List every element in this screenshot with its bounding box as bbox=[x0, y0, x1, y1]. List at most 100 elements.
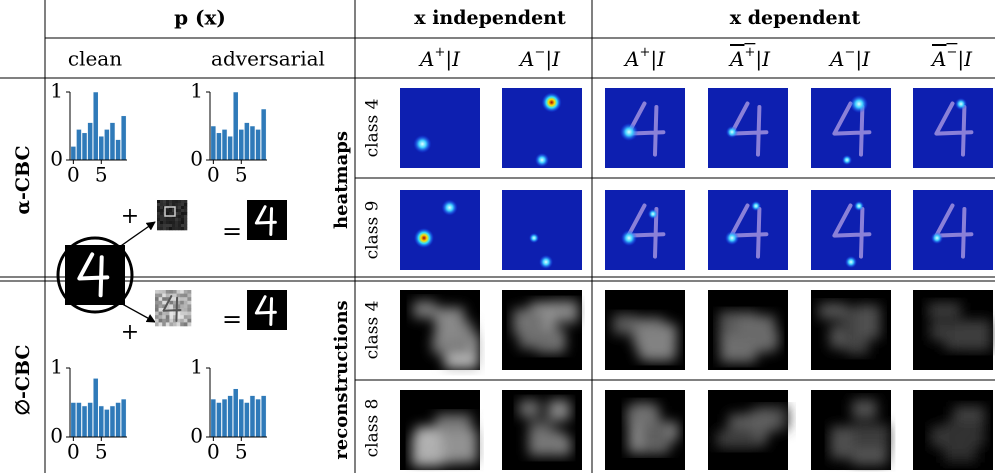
bar bbox=[228, 136, 233, 160]
bar bbox=[116, 403, 121, 438]
pixel bbox=[162, 297, 166, 301]
pixel bbox=[175, 227, 178, 230]
pixel bbox=[166, 227, 169, 230]
pixel bbox=[169, 290, 173, 294]
pixel bbox=[169, 200, 172, 203]
noise-image bbox=[157, 200, 187, 230]
pixel bbox=[172, 218, 175, 221]
pixel bbox=[181, 209, 184, 212]
pixel bbox=[155, 312, 159, 316]
pixel bbox=[159, 290, 163, 294]
pixel bbox=[160, 203, 163, 206]
pixel bbox=[155, 322, 159, 326]
bar bbox=[99, 136, 104, 160]
pixel bbox=[169, 301, 173, 305]
pixel bbox=[159, 301, 163, 305]
pixel bbox=[166, 221, 169, 224]
pixel bbox=[155, 319, 159, 323]
pixel bbox=[187, 322, 191, 326]
column-label: A−|I bbox=[828, 45, 871, 72]
heatmap bbox=[502, 88, 582, 168]
pixel bbox=[159, 304, 163, 308]
pixel bbox=[181, 227, 184, 230]
digit-image bbox=[247, 200, 287, 240]
pixel bbox=[184, 212, 187, 215]
pixel bbox=[172, 224, 175, 227]
pixel bbox=[184, 218, 187, 221]
reconstruction bbox=[400, 290, 480, 370]
class-label: class 4 bbox=[363, 99, 383, 158]
symbol: A bbox=[930, 47, 946, 71]
heatmap bbox=[913, 190, 993, 270]
pixel bbox=[178, 215, 181, 218]
pixel bbox=[187, 297, 191, 301]
bar bbox=[93, 92, 98, 160]
x-tick-label: 5 bbox=[235, 163, 248, 187]
x-tick-label: 0 bbox=[207, 163, 220, 187]
heat-blob bbox=[442, 200, 458, 216]
row-label: α-CBC bbox=[12, 145, 34, 214]
reconstruction bbox=[605, 390, 685, 470]
pixel bbox=[169, 212, 172, 215]
reconstruction bbox=[708, 290, 788, 370]
pixel bbox=[166, 212, 169, 215]
blur-patch bbox=[737, 316, 774, 342]
pixel bbox=[180, 319, 184, 323]
superscript: + bbox=[639, 45, 650, 60]
column-label: clean bbox=[68, 47, 122, 71]
bar bbox=[228, 396, 233, 437]
blur-patch bbox=[855, 305, 879, 339]
blur-patch bbox=[550, 301, 578, 322]
pixel bbox=[181, 206, 184, 209]
pixel bbox=[166, 290, 170, 294]
given: |I bbox=[650, 47, 666, 72]
heat-blob bbox=[931, 232, 943, 244]
pixel bbox=[173, 322, 177, 326]
blur-patch bbox=[853, 424, 889, 448]
heat-blob bbox=[845, 256, 857, 268]
bar bbox=[110, 123, 115, 160]
pixel bbox=[175, 224, 178, 227]
bar bbox=[239, 399, 244, 437]
pixel bbox=[163, 218, 166, 221]
pixel bbox=[157, 212, 160, 215]
given: |I bbox=[855, 47, 871, 72]
pixel bbox=[184, 294, 188, 298]
heatmap-bg bbox=[400, 88, 480, 168]
pixel bbox=[178, 200, 181, 203]
pixel bbox=[187, 315, 191, 319]
class-label: class 8 bbox=[363, 399, 383, 458]
pixel bbox=[173, 294, 177, 298]
x-tick-label: 0 bbox=[67, 163, 80, 187]
pixel bbox=[184, 319, 188, 323]
bar bbox=[250, 126, 255, 160]
class-label: class 4 bbox=[363, 301, 383, 360]
blur-patch bbox=[852, 400, 877, 419]
pixel bbox=[169, 221, 172, 224]
blur-patch bbox=[638, 327, 676, 359]
pixel bbox=[160, 206, 163, 209]
heatmap-bg bbox=[913, 88, 993, 168]
pixel bbox=[160, 218, 163, 221]
heat-blob bbox=[842, 155, 852, 165]
pixel bbox=[169, 203, 172, 206]
blur-patch bbox=[819, 303, 847, 318]
y-tick-label: 0 bbox=[190, 147, 203, 171]
column-label: A−|I bbox=[930, 45, 973, 72]
pixel bbox=[162, 322, 166, 326]
bar bbox=[116, 140, 121, 160]
pixel bbox=[160, 224, 163, 227]
pixel bbox=[181, 200, 184, 203]
operator: + bbox=[121, 204, 139, 229]
given: |I bbox=[957, 47, 973, 72]
pixel bbox=[187, 308, 191, 312]
heat-blob bbox=[621, 230, 637, 246]
pixel bbox=[180, 297, 184, 301]
bar bbox=[88, 403, 93, 438]
given: |I bbox=[445, 47, 461, 72]
blur-patch bbox=[928, 303, 961, 318]
pixel bbox=[160, 212, 163, 215]
pixel bbox=[169, 209, 172, 212]
symbol: A bbox=[828, 47, 844, 71]
pixel bbox=[166, 315, 170, 319]
